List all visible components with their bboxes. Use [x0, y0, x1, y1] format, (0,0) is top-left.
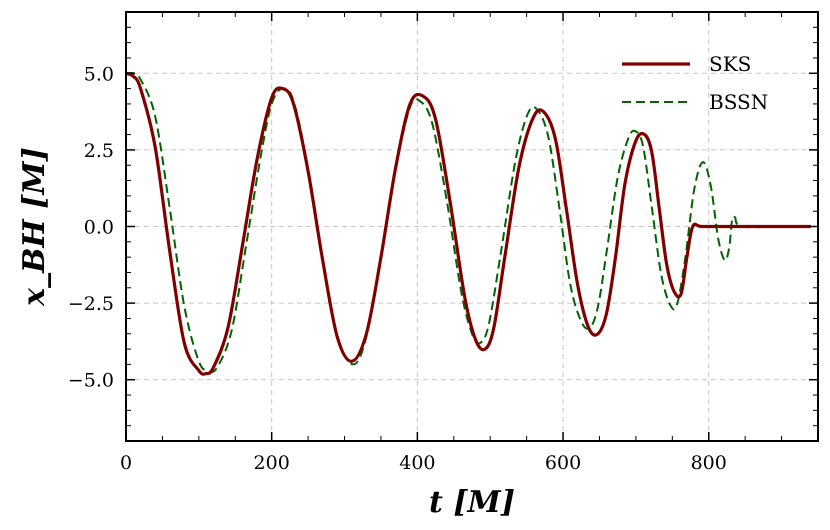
y-tick-label: −2.5 — [68, 293, 114, 315]
y-tick-label: 2.5 — [84, 140, 114, 162]
x-tick-label: 400 — [399, 452, 435, 474]
y-tick-label: 5.0 — [84, 63, 114, 85]
series-line-sks — [125, 71, 811, 376]
x-tick-label: 0 — [120, 452, 132, 474]
y-tick-label: −5.0 — [68, 370, 114, 392]
y-tick-label: 0.0 — [84, 217, 114, 239]
labels-layer: 0 200 400 600 800 −5.0 −2.5 0.0 2.5 5.0 t [M] x_BH … — [17, 63, 727, 520]
series-layer — [125, 71, 811, 376]
x-tick-label: 800 — [691, 452, 727, 474]
y-axis-label: x_BH [M] — [17, 147, 52, 307]
legend-label-sks: SKS — [709, 52, 751, 76]
legend: SKS BSSN — [622, 52, 768, 114]
x-tick-label: 600 — [545, 452, 581, 474]
legend-label-bssn: BSSN — [709, 90, 768, 114]
series-line-bssn — [125, 71, 811, 373]
x-axis-label: t [M] — [429, 485, 515, 520]
x-tick-label: 200 — [254, 452, 290, 474]
plot-frame — [125, 11, 819, 442]
